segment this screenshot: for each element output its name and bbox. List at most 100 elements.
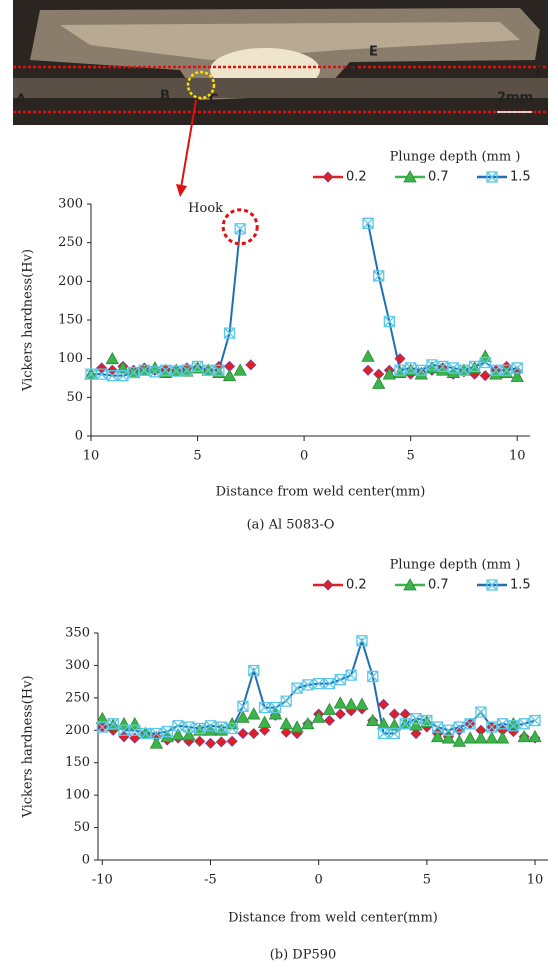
data-point [510,369,524,382]
data-point [499,365,514,378]
data-point [215,736,227,748]
legend-label: 0.7 [428,578,449,593]
photo-label: A [16,93,26,108]
y-axis-label: Vickers hardness(Hv) [21,675,36,818]
data-point [387,718,402,731]
legend-marker [486,171,498,183]
data-point [183,721,195,733]
data-point [361,349,375,362]
legend-marker [322,579,334,591]
arrow-head [176,184,187,197]
data-point [366,713,380,726]
data-point [280,726,292,738]
y-tick-label: 250 [58,235,83,250]
data-point [388,708,400,720]
data-point [172,720,184,732]
data-point [96,362,108,374]
data-point [128,716,142,730]
y-tick-label: 150 [65,755,90,770]
data-point [129,724,141,736]
legend-title: Plunge depth (mm ) [390,150,521,165]
data-point [506,716,521,730]
data-point [248,727,260,740]
x-tick-label: -5 [204,873,217,888]
data-point [118,724,130,736]
data-point [245,359,257,371]
data-point [430,729,445,743]
legend-label: 1.5 [510,170,531,185]
data-point [213,364,225,376]
x-tick-label: 0 [315,873,323,888]
scale-label: 2mm [497,91,533,106]
data-point [170,365,182,377]
data-point [334,674,346,686]
data-point [291,682,303,694]
data-point [223,327,236,339]
photo-label: C [209,93,219,108]
data-point [442,724,455,736]
data-point [452,734,466,747]
data-point [372,376,386,389]
data-point [257,715,272,728]
data-point [138,364,150,376]
data-point [378,698,390,710]
x-tick-label: 5 [407,449,415,464]
data-point [323,677,336,690]
data-point [106,370,118,382]
y-tick-label: 200 [65,723,90,738]
data-point [85,368,97,380]
data-point [105,351,119,365]
y-tick-label: 100 [65,788,90,803]
data-point [507,720,520,732]
photo-highlight [60,22,520,60]
x-tick-label: 10 [83,449,100,464]
data-point [410,712,422,725]
data-point [280,695,292,707]
data-point [382,367,397,380]
data-point [367,670,379,683]
data-point [204,720,217,732]
y-tick-label: 100 [58,351,83,366]
data-point [117,716,131,730]
data-point [344,697,358,710]
data-point [478,349,492,362]
series-line [91,223,518,377]
data-point [237,727,249,740]
data-point [194,735,206,747]
data-point [226,735,238,747]
legend-marker [486,579,498,591]
data-point [193,723,207,736]
x-axis-label: Distance from weld center(mm) [216,485,426,500]
data-point [475,706,487,718]
data-point [393,365,407,378]
data-point [388,727,401,740]
data-point [345,669,357,681]
legend-marker [322,171,334,183]
data-point [313,677,325,690]
data-point [311,710,326,723]
legend-label: 0.2 [346,170,367,185]
y-tick-label: 300 [58,197,83,212]
data-point [356,635,368,647]
data-point [96,721,108,733]
data-point [191,360,204,373]
x-axis-label: Distance from weld center(mm) [228,911,438,926]
data-point [405,362,417,374]
y-tick-label: 50 [66,390,83,405]
data-point [302,679,314,691]
data-point [415,364,427,376]
data-point [458,364,470,376]
data-point [447,362,459,374]
data-point [181,364,193,376]
data-point [446,365,460,378]
data-point [511,362,523,374]
data-point [150,727,163,740]
data-point [436,360,449,373]
data-point [204,737,217,749]
legend-label: 0.7 [428,170,449,185]
data-point [290,720,304,733]
data-point [376,716,391,730]
data-point [486,721,498,733]
data-point [409,718,423,731]
